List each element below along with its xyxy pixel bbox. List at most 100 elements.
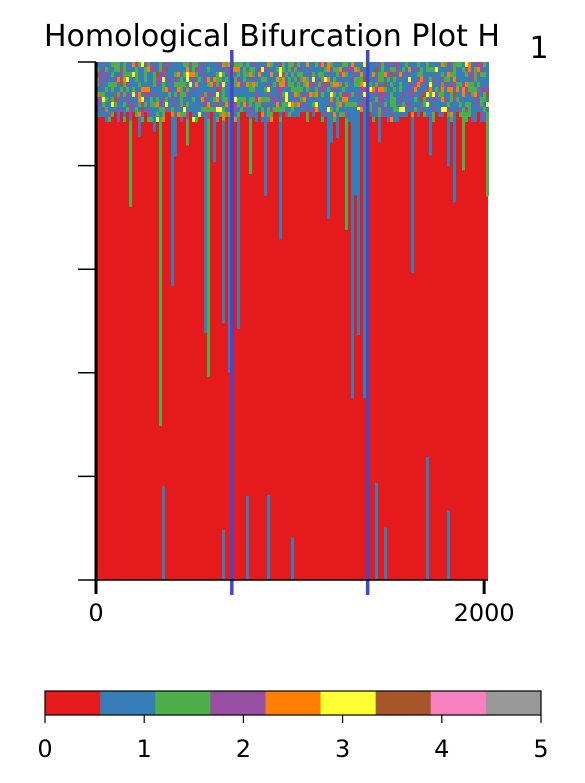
- heatmap-cell: [390, 77, 393, 82]
- heatmap-cell: [210, 102, 213, 107]
- heatmap-cell: [183, 112, 186, 117]
- heatmap-cell: [321, 87, 324, 92]
- heatmap-cell: [198, 62, 201, 67]
- heatmap-cell: [288, 87, 291, 92]
- heatmap-streak: [354, 109, 357, 196]
- heatmap-cell: [198, 77, 201, 82]
- heatmap-cell: [384, 62, 387, 67]
- heatmap-cell: [321, 102, 324, 107]
- heatmap-cell: [384, 67, 387, 72]
- heatmap-streak: [345, 118, 348, 230]
- heatmap-cell: [336, 87, 339, 92]
- heatmap-cell: [198, 102, 201, 107]
- heatmap-cell: [372, 72, 375, 77]
- heatmap-cell: [168, 67, 171, 72]
- heatmap-cell: [324, 72, 327, 77]
- heatmap-cell: [426, 112, 429, 117]
- heatmap-cell: [297, 77, 300, 82]
- heatmap-cell: [138, 72, 141, 77]
- heatmap-cell: [147, 72, 150, 77]
- heatmap-cell: [111, 112, 114, 117]
- heatmap-cell: [198, 67, 201, 72]
- heatmap-cell: [291, 112, 294, 117]
- heatmap-cell: [378, 82, 381, 87]
- heatmap-cell: [177, 102, 180, 107]
- heatmap-cell: [213, 62, 216, 67]
- heatmap-cell: [408, 72, 411, 77]
- heatmap-cell: [123, 102, 126, 107]
- heatmap-cell: [264, 92, 267, 97]
- heatmap-cell: [195, 67, 198, 72]
- colorbar-block: [210, 691, 266, 715]
- heatmap-cell: [342, 82, 345, 87]
- heatmap-cell: [486, 102, 489, 107]
- heatmap-cell: [441, 87, 444, 92]
- heatmap-cell: [453, 82, 456, 87]
- heatmap-cell: [141, 102, 144, 107]
- heatmap-cell: [111, 62, 114, 67]
- heatmap-cell: [105, 87, 108, 92]
- heatmap-streak: [462, 107, 465, 171]
- heatmap-streak: [384, 527, 387, 580]
- heatmap-cell: [426, 82, 429, 87]
- heatmap-cell: [207, 72, 210, 77]
- heatmap-cell: [135, 72, 138, 77]
- heatmap-cell: [324, 97, 327, 102]
- heatmap-cell: [432, 77, 435, 82]
- colorbar-blocks: [45, 691, 542, 715]
- heatmap-cell: [447, 112, 450, 117]
- heatmap-cell: [375, 97, 378, 102]
- heatmap-cell: [390, 62, 393, 67]
- heatmap-cell: [465, 107, 468, 112]
- heatmap-streak: [171, 116, 174, 286]
- heatmap-cell: [180, 87, 183, 92]
- heatmap-cell: [237, 72, 240, 77]
- heatmap-cell: [102, 92, 105, 97]
- heatmap-cell: [243, 102, 246, 107]
- heatmap-cell: [336, 102, 339, 107]
- heatmap-cell: [108, 82, 111, 87]
- heatmap-cell: [423, 62, 426, 67]
- heatmap-cell: [117, 117, 120, 122]
- heatmap-cell: [441, 72, 444, 77]
- heatmap-cell: [345, 97, 348, 102]
- heatmap-cell: [195, 112, 198, 117]
- heatmap-cell: [120, 62, 123, 67]
- heatmap-cell: [135, 107, 138, 112]
- heatmap-cell: [204, 107, 207, 112]
- heatmap-cell: [303, 82, 306, 87]
- heatmap-cell: [132, 92, 135, 97]
- heatmap-cell: [318, 77, 321, 82]
- heatmap-cell: [396, 92, 399, 97]
- heatmap-cell: [285, 102, 288, 107]
- heatmap-cell: [339, 102, 342, 107]
- heatmap-cell: [267, 67, 270, 72]
- heatmap-cell: [474, 117, 477, 122]
- heatmap-cell: [429, 77, 432, 82]
- heatmap-cell: [426, 77, 429, 82]
- heatmap-cell: [285, 82, 288, 87]
- heatmap-cell: [195, 92, 198, 97]
- heatmap-cell: [336, 107, 339, 112]
- heatmap-streak: [411, 118, 414, 274]
- heatmap-cell: [144, 82, 147, 87]
- heatmap-cell: [294, 92, 297, 97]
- heatmap-cell: [396, 67, 399, 72]
- heatmap-cell: [471, 97, 474, 102]
- heatmap-cell: [174, 62, 177, 67]
- heatmap-cell: [411, 77, 414, 82]
- heatmap-cell: [402, 97, 405, 102]
- heatmap-cell: [414, 72, 417, 77]
- heatmap-cell: [483, 112, 486, 117]
- heatmap-cell: [396, 102, 399, 107]
- heatmap-cell: [168, 107, 171, 112]
- heatmap-cell: [147, 77, 150, 82]
- y-axis-ticks: [78, 61, 96, 581]
- heatmap-streak: [249, 118, 252, 175]
- heatmap-cell: [399, 72, 402, 77]
- heatmap-cell: [342, 72, 345, 77]
- heatmap-cell: [372, 87, 375, 92]
- heatmap-cell: [264, 107, 267, 112]
- heatmap-cell: [396, 82, 399, 87]
- heatmap-cell: [471, 77, 474, 82]
